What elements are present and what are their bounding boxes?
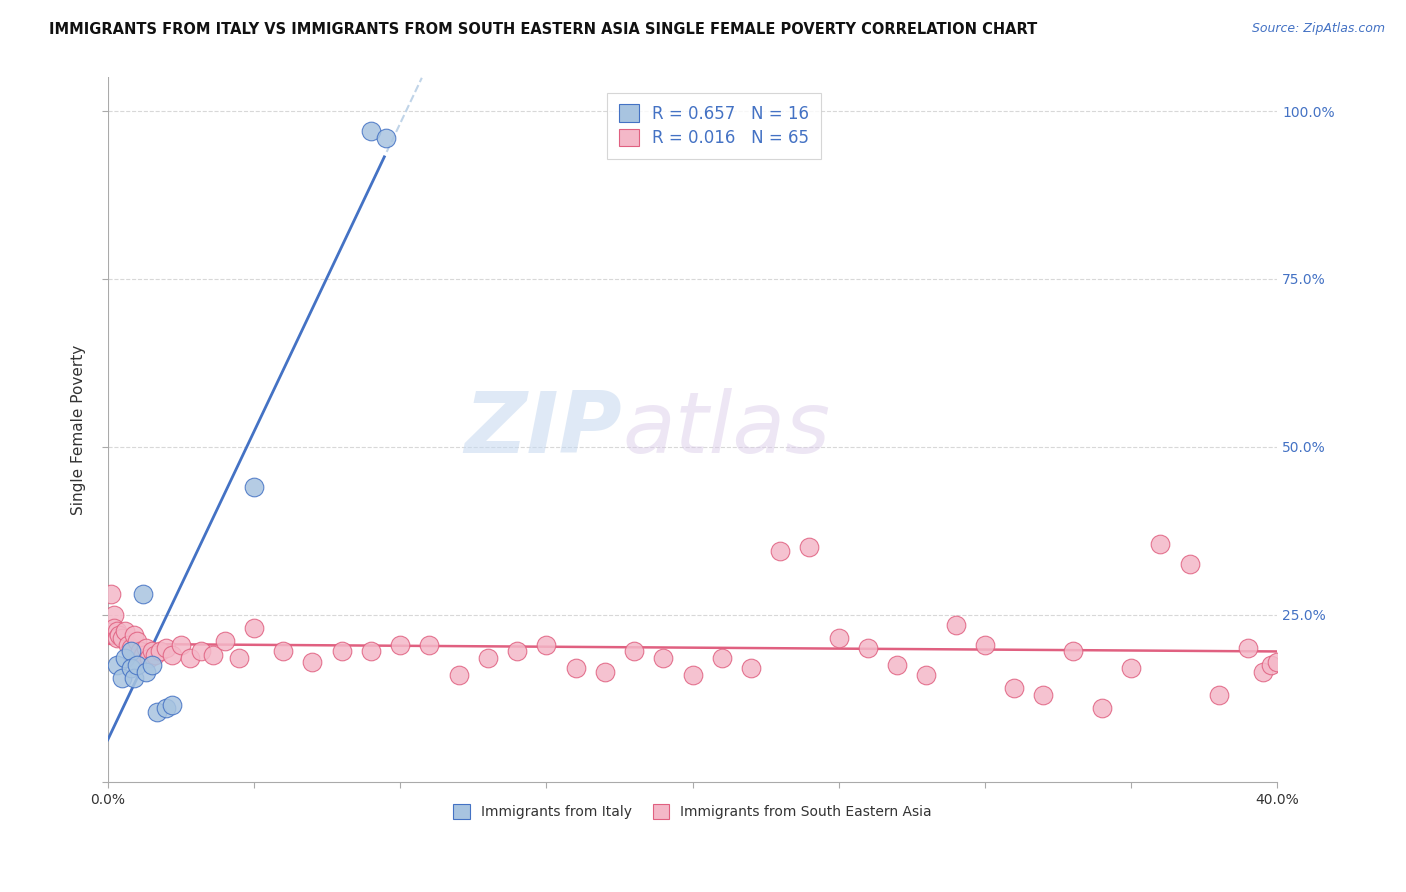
Point: [141, 657, 163, 672]
Point: [122, 671, 145, 685]
Legend: Immigrants from Italy, Immigrants from South Eastern Asia: Immigrants from Italy, Immigrants from S…: [447, 799, 938, 825]
Point: [114, 624, 136, 639]
Point: [129, 644, 152, 658]
Point: [1091, 701, 1114, 715]
Point: [418, 638, 440, 652]
Point: [506, 644, 529, 658]
Point: [1119, 661, 1142, 675]
Point: [769, 543, 792, 558]
Point: [155, 641, 177, 656]
Point: [160, 698, 183, 713]
Point: [138, 651, 160, 665]
Point: [682, 668, 704, 682]
Point: [536, 638, 558, 652]
Point: [360, 124, 382, 138]
Point: [202, 648, 225, 662]
Point: [330, 644, 353, 658]
Point: [856, 641, 879, 656]
Point: [146, 705, 169, 719]
Point: [149, 644, 172, 658]
Point: [143, 648, 166, 662]
Point: [243, 480, 266, 494]
Point: [1032, 688, 1054, 702]
Point: [1062, 644, 1084, 658]
Point: [132, 587, 155, 601]
Y-axis label: Single Female Poverty: Single Female Poverty: [72, 345, 86, 515]
Point: [389, 638, 412, 652]
Point: [105, 631, 128, 645]
Point: [1178, 557, 1201, 571]
Point: [243, 621, 266, 635]
Point: [114, 651, 136, 665]
Point: [593, 665, 616, 679]
Point: [108, 627, 131, 641]
Point: [945, 617, 967, 632]
Point: [652, 651, 675, 665]
Point: [103, 607, 125, 622]
Point: [360, 644, 382, 658]
Point: [623, 644, 645, 658]
Point: [973, 638, 995, 652]
Point: [828, 631, 851, 645]
Point: [1149, 537, 1171, 551]
Point: [155, 701, 177, 715]
Point: [103, 621, 125, 635]
Point: [271, 644, 294, 658]
Point: [1208, 688, 1230, 702]
Point: [170, 638, 193, 652]
Point: [117, 638, 139, 652]
Point: [100, 587, 122, 601]
Point: [120, 661, 142, 675]
Point: [710, 651, 733, 665]
Point: [111, 631, 134, 645]
Point: [374, 131, 396, 145]
Text: atlas: atlas: [623, 388, 831, 471]
Point: [190, 644, 212, 658]
Point: [1251, 665, 1274, 679]
Point: [179, 651, 201, 665]
Point: [799, 541, 821, 555]
Point: [740, 661, 762, 675]
Point: [105, 624, 128, 639]
Point: [1237, 641, 1260, 656]
Point: [120, 641, 142, 656]
Point: [477, 651, 499, 665]
Point: [447, 668, 470, 682]
Point: [125, 657, 148, 672]
Text: ZIP: ZIP: [465, 388, 623, 471]
Point: [135, 665, 157, 679]
Point: [132, 648, 155, 662]
Point: [228, 651, 250, 665]
Point: [111, 671, 134, 685]
Point: [141, 644, 163, 658]
Point: [160, 648, 183, 662]
Point: [1260, 657, 1282, 672]
Text: IMMIGRANTS FROM ITALY VS IMMIGRANTS FROM SOUTH EASTERN ASIA SINGLE FEMALE POVERT: IMMIGRANTS FROM ITALY VS IMMIGRANTS FROM…: [49, 22, 1038, 37]
Point: [1002, 681, 1025, 696]
Point: [564, 661, 586, 675]
Point: [122, 627, 145, 641]
Point: [1265, 655, 1288, 669]
Point: [105, 657, 128, 672]
Point: [135, 641, 157, 656]
Text: Source: ZipAtlas.com: Source: ZipAtlas.com: [1251, 22, 1385, 36]
Point: [120, 644, 142, 658]
Point: [915, 668, 938, 682]
Point: [886, 657, 908, 672]
Point: [301, 655, 323, 669]
Point: [214, 634, 236, 648]
Point: [125, 634, 148, 648]
